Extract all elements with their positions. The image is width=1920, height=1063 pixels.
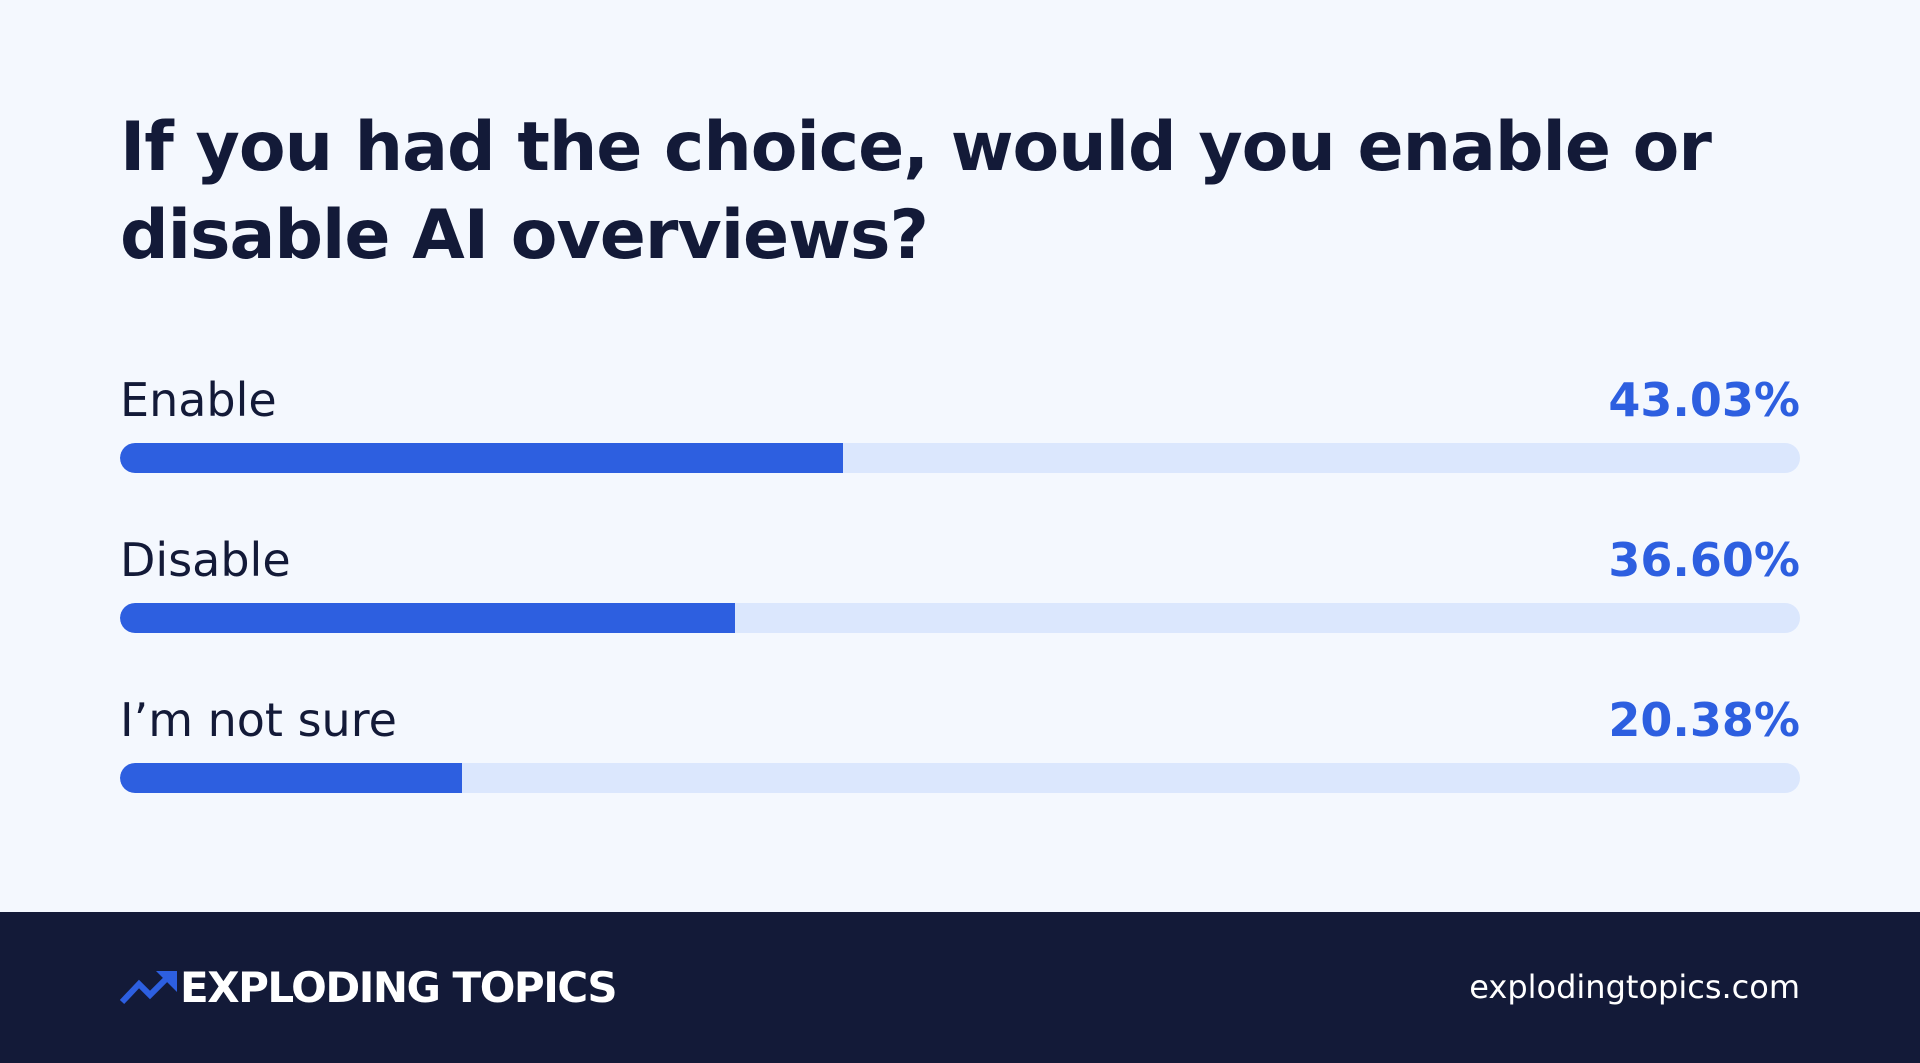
bar-row: Enable 43.03% (120, 360, 1800, 520)
category-label: Disable (120, 533, 291, 587)
bar-track (120, 763, 1800, 793)
category-label: Enable (120, 373, 277, 427)
bar-track (120, 603, 1800, 633)
trending-up-arrow-icon (120, 971, 177, 1005)
bar (120, 603, 735, 633)
value-label: 43.03% (1608, 373, 1800, 427)
bar-rows: Enable 43.03% Disable 36.60% I’m not sure 20.… (120, 360, 1800, 840)
footer: EXPLODING TOPICS explodingtopics.com (0, 912, 1920, 1063)
chart-title: If you had the choice, would you enable … (120, 108, 1712, 275)
bar-row: I’m not sure 20.38% (120, 680, 1800, 840)
bar (120, 763, 463, 793)
value-label: 36.60% (1608, 533, 1800, 587)
brand-logo: EXPLODING TOPICS (120, 962, 618, 1012)
site-url: explodingtopics.com (1469, 968, 1800, 1006)
category-label: I’m not sure (120, 693, 397, 747)
value-label: 20.38% (1608, 693, 1800, 747)
chart-area: If you had the choice, would you enable … (120, 108, 1800, 840)
bar-track (120, 443, 1800, 473)
bar (120, 443, 843, 473)
bar-row: Disable 36.60% (120, 520, 1800, 680)
brand-name: EXPLODING TOPICS (180, 962, 618, 1012)
